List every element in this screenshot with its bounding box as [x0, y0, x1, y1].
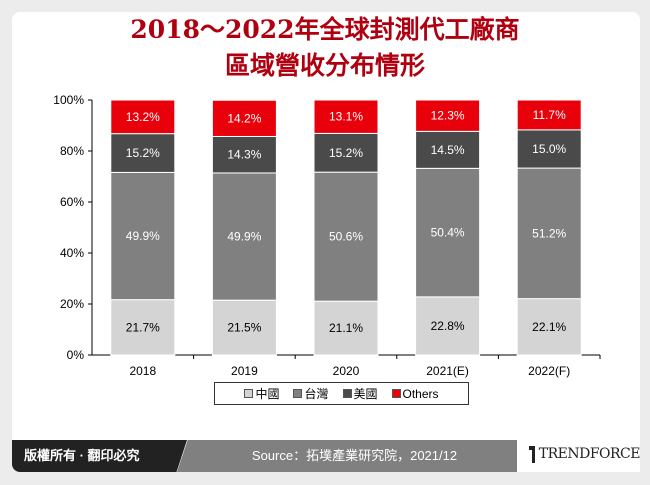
source-text: Source：拓墣產業研究院，2021/12 [177, 440, 532, 472]
data-label: 50.6% [329, 230, 363, 244]
legend-item: 台灣 [293, 385, 329, 402]
legend-swatch [342, 389, 352, 398]
legend-label: Others [402, 386, 439, 401]
bar-segment [415, 296, 481, 356]
x-tick-label: 2020 [333, 364, 360, 378]
y-tick-label: 40% [60, 246, 84, 260]
legend-label: 中國 [255, 387, 280, 401]
x-tick-label: 2019 [231, 364, 258, 378]
y-tick-label: 0% [67, 348, 85, 362]
x-tick-label: 2022(F) [528, 364, 570, 378]
copyright-notice: 版權所有 · 翻印必究 [12, 440, 187, 472]
data-label: 13.2% [126, 110, 160, 124]
data-label: 49.9% [227, 230, 261, 244]
data-label: 14.3% [227, 148, 261, 162]
bar-segment [110, 171, 176, 301]
bar-segment [313, 171, 379, 302]
data-label: 22.1% [532, 320, 566, 334]
x-tick-label: 2021(E) [426, 364, 469, 378]
bar-segment [211, 99, 277, 137]
trendforce-logo: TrendForce [517, 436, 641, 472]
bar-segment [313, 300, 379, 356]
legend-item: Others [391, 386, 439, 401]
legend-label: 台灣 [304, 387, 329, 401]
legend-swatch [244, 389, 254, 398]
bar-segment [110, 299, 176, 356]
bar-segment [211, 299, 277, 356]
footer: 版權所有 · 翻印必究 Source：拓墣產業研究院，2021/12 Trend… [12, 436, 641, 472]
y-tick-label: 100% [53, 93, 84, 107]
data-label: 51.2% [532, 226, 566, 240]
data-label: 21.7% [126, 320, 160, 334]
legend-item: 中國 [244, 385, 279, 402]
y-tick-label: 60% [60, 195, 84, 209]
bar-segment [110, 133, 176, 173]
y-tick-label: 20% [60, 297, 84, 311]
y-tick-label: 80% [60, 144, 84, 158]
bar-segment [415, 130, 481, 169]
title-line-1: 2018～2022年全球封測代工廠商 [130, 15, 520, 44]
trendforce-logo-icon [529, 446, 535, 463]
data-label: 14.5% [431, 143, 465, 157]
data-label: 21.5% [227, 321, 261, 335]
data-label: 21.1% [329, 321, 363, 335]
bar-segment [516, 167, 582, 300]
bar-segment [211, 172, 277, 301]
data-label: 13.1% [329, 110, 363, 124]
chart-title: 2018～2022年全球封測代工廠商 區域營收分布情形 [0, 12, 650, 84]
data-label: 22.8% [431, 319, 465, 333]
legend-item: 美國 [342, 385, 378, 402]
legend-label: 美國 [353, 387, 378, 401]
bar-segment [110, 99, 176, 135]
bar-segment [313, 99, 379, 134]
data-label: 11.7% [533, 108, 566, 122]
data-label: 12.3% [431, 109, 465, 123]
bar-segment [211, 135, 277, 174]
bar-segment [415, 167, 481, 298]
title-line-2: 區域營收分布情形 [224, 51, 425, 80]
data-label: 50.4% [431, 226, 465, 240]
legend: 中國 台灣 美國 Others [214, 382, 469, 405]
legend-swatch [293, 389, 303, 398]
logo-text: TrendForce [538, 446, 641, 462]
bar-segment [516, 298, 582, 356]
data-label: 14.2% [227, 111, 261, 125]
bar-segment [516, 99, 582, 131]
x-tick-label: 2018 [129, 364, 156, 378]
data-label: 15.2% [126, 146, 160, 160]
data-label: 49.9% [126, 229, 160, 243]
bar-segment [415, 99, 481, 132]
legend-swatch [391, 388, 401, 398]
data-label: 15.2% [329, 146, 363, 160]
bar-segment [313, 132, 379, 173]
data-label: 15.0% [532, 142, 566, 156]
